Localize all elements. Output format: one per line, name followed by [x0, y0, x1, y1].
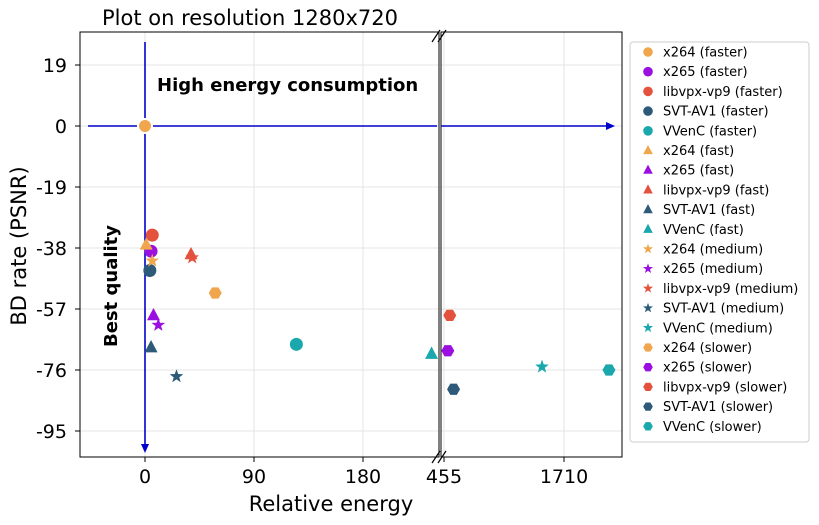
data-point-x264-fast [139, 237, 153, 250]
data-points [137, 118, 616, 395]
data-point-svt-av1-slower [447, 383, 461, 395]
y-axis-label: BD rate (PSNR) [7, 166, 31, 325]
y-tick-label: -76 [36, 360, 67, 382]
legend-label: x265 (medium) [663, 262, 763, 277]
data-point-x264-slower [208, 287, 222, 299]
legend-label: VVenC (faster) [663, 124, 757, 139]
break-mark [431, 29, 441, 43]
plot-frame-right [440, 31, 623, 458]
legend-label: SVT-AV1 (medium) [663, 302, 784, 317]
data-point-x265-fast [146, 307, 160, 321]
annotation-best-quality: Best quality [101, 225, 122, 347]
tick-labels: 0 90 180 455 1710 19 0 -19 -38 -57 -76 -95 [36, 55, 588, 488]
legend-label: libvpx-vp9 (faster) [663, 85, 783, 100]
legend-marker [643, 402, 653, 411]
x-tick-label: 180 [345, 466, 381, 488]
data-point-vvenc-fast [425, 346, 439, 359]
legend-marker [643, 204, 653, 214]
data-point-x264-faster [137, 118, 153, 134]
chart-title: Plot on resolution 1280x720 [102, 6, 398, 30]
legend-label: x265 (faster) [663, 65, 748, 80]
axis-break-marks [431, 29, 447, 464]
legend-label: x265 (fast) [663, 164, 734, 179]
data-point-vvenc-faster [289, 337, 303, 351]
x-axis-label: Relative energy [249, 492, 414, 516]
y-tick-label: -95 [36, 421, 67, 443]
y-tick-label: -38 [36, 238, 67, 260]
quality-arrow-head [141, 444, 149, 453]
legend-marker [643, 164, 653, 174]
legend-marker [643, 66, 653, 77]
data-point-libvpx-vp9-faster [145, 228, 159, 242]
legend-marker [642, 322, 654, 333]
break-mark [437, 29, 447, 43]
y-tick-label: 19 [43, 55, 67, 77]
legend-marker [643, 422, 653, 431]
break-mark [437, 450, 447, 464]
legend-label: libvpx-vp9 (slower) [663, 380, 787, 395]
data-point-svt-av1-medium [169, 369, 184, 383]
break-mark [431, 450, 441, 464]
y-tick-label: -19 [36, 177, 67, 199]
legend-marker [643, 86, 653, 97]
legend-marker [643, 144, 653, 155]
data-point-libvpx-vp9-medium [185, 250, 200, 264]
data-point-x265-slower [441, 345, 455, 357]
legend-marker [643, 223, 653, 233]
legend-marker [643, 126, 653, 136]
y-tick-label: -57 [36, 299, 67, 321]
legend-marker [643, 382, 653, 392]
legend-label: VVenC (fast) [663, 223, 744, 238]
x-tick-label: 90 [242, 466, 266, 488]
energy-arrow-head [606, 122, 615, 130]
data-point-x265-medium [151, 317, 166, 331]
legend-label: x264 (fast) [663, 144, 734, 159]
x-tick-label: 0 [139, 466, 151, 488]
data-point-libvpx-vp9-slower [443, 309, 457, 322]
legend-label: x264 (faster) [663, 46, 748, 61]
legend-marker [643, 47, 653, 57]
legend-label: x265 (slower) [663, 361, 752, 376]
legend-marker [642, 263, 654, 273]
data-point-svt-av1-fast [144, 340, 158, 353]
legend-marker [643, 184, 653, 194]
legend-marker [642, 302, 654, 313]
data-point-svt-av1-faster [143, 263, 157, 277]
legend-label: VVenC (medium) [663, 321, 773, 336]
legend-label: libvpx-vp9 (fast) [663, 183, 769, 198]
legend-label: libvpx-vp9 (medium) [663, 282, 798, 297]
legend: x264 (faster) x265 (faster) libvpx-vp9 (fa… [629, 41, 810, 443]
legend-marker [643, 363, 653, 372]
legend-label: SVT-AV1 (slower) [663, 400, 773, 415]
legend-label: x264 (medium) [663, 243, 763, 258]
legend-label: SVT-AV1 (fast) [663, 203, 755, 218]
data-point-vvenc-slower [602, 364, 616, 376]
legend-marker [642, 283, 654, 293]
plot-frame-left [79, 31, 440, 458]
legend-label: SVT-AV1 (faster) [663, 105, 769, 120]
legend-marker [643, 343, 653, 352]
grid-lines [80, 32, 622, 457]
legend-label: x264 (slower) [663, 341, 752, 356]
legend-box [629, 41, 810, 443]
y-tick-label: 0 [55, 116, 67, 138]
data-point-x264-medium [145, 253, 160, 267]
annotation-high-energy: High energy consumption [157, 75, 418, 96]
x-tick-label: 1710 [540, 466, 588, 488]
legend-marker [642, 243, 654, 254]
x-tick-label: 455 [426, 466, 462, 488]
data-point-vvenc-medium [535, 359, 549, 373]
legend-label: VVenC (slower) [663, 420, 762, 435]
legend-marker [643, 106, 653, 116]
